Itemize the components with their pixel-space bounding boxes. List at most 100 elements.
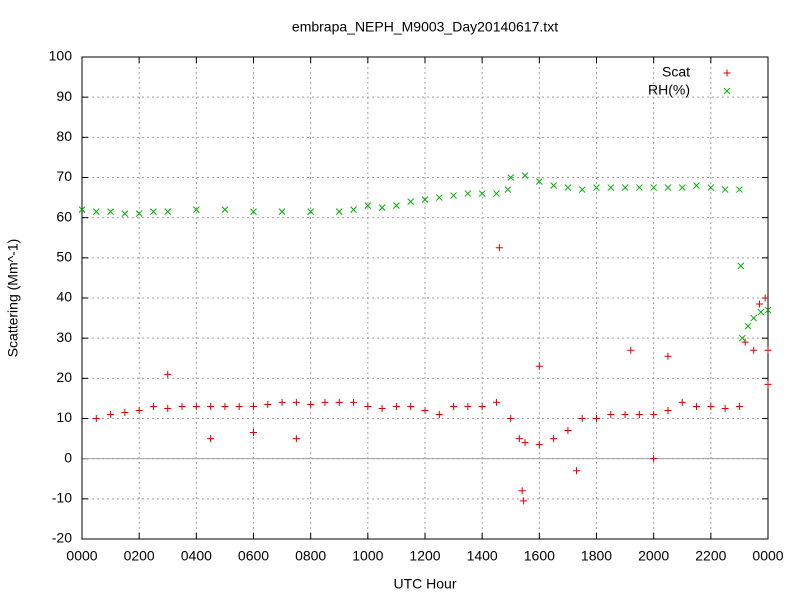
point	[321, 398, 329, 406]
x-tick-label: 1800	[581, 548, 612, 564]
y-tick-label: 100	[49, 48, 73, 64]
point	[535, 362, 543, 370]
point	[761, 294, 769, 302]
point	[307, 400, 315, 408]
point	[407, 402, 415, 410]
x-axis-label: UTC Hour	[393, 576, 456, 592]
point	[650, 184, 658, 191]
legend-label: Scat	[662, 64, 690, 80]
point	[650, 410, 658, 418]
point	[627, 346, 635, 354]
point	[515, 435, 523, 443]
point	[92, 208, 100, 215]
point	[207, 402, 215, 410]
y-tick-label: 60	[56, 208, 72, 224]
point	[421, 196, 429, 203]
point	[550, 435, 558, 443]
legend-label: RH(%)	[648, 82, 690, 98]
y-tick-label: -20	[52, 530, 72, 546]
point	[407, 198, 415, 205]
point	[664, 184, 672, 191]
point	[521, 172, 529, 179]
point	[607, 184, 615, 191]
point	[578, 415, 586, 422]
point	[164, 404, 172, 412]
legend-marker	[723, 87, 731, 95]
point	[135, 406, 143, 414]
point	[507, 415, 515, 422]
point	[636, 184, 643, 191]
x-tick-label: 1600	[524, 548, 555, 564]
y-tick-label: 50	[56, 249, 72, 265]
point	[607, 410, 615, 418]
point	[707, 402, 715, 410]
point	[250, 429, 257, 437]
point	[572, 467, 580, 475]
point	[450, 192, 457, 199]
point	[750, 314, 758, 322]
x-tick-label: 1400	[467, 548, 498, 564]
point	[693, 182, 700, 189]
point	[535, 441, 543, 449]
point	[650, 455, 658, 463]
point	[107, 410, 115, 418]
point	[107, 208, 114, 215]
point	[292, 398, 300, 406]
point	[393, 202, 400, 209]
point	[121, 210, 129, 218]
point	[621, 410, 629, 418]
point	[192, 206, 200, 213]
point	[564, 427, 572, 435]
point	[207, 435, 215, 443]
point	[278, 208, 286, 215]
point	[178, 402, 186, 410]
x-tick-label: 0600	[238, 548, 269, 564]
y-tick-label: 90	[56, 88, 72, 104]
point	[593, 415, 600, 422]
point	[378, 404, 386, 412]
point	[435, 194, 443, 201]
point	[121, 408, 129, 416]
point	[764, 306, 772, 314]
point	[92, 415, 100, 422]
point	[521, 439, 529, 447]
y-tick-label: 70	[56, 168, 72, 184]
point	[264, 400, 272, 408]
point	[744, 322, 752, 330]
point	[435, 410, 443, 418]
point	[504, 186, 512, 193]
point	[635, 410, 643, 418]
point	[621, 184, 629, 191]
chart-title: embrapa_NEPH_M9003_Day20140617.txt	[292, 19, 558, 35]
y-tick-label: 20	[56, 369, 72, 385]
point	[164, 370, 172, 378]
x-tick-label: 0800	[295, 548, 326, 564]
y-tick-label: 30	[56, 329, 72, 345]
point	[192, 402, 200, 410]
x-tick-label: 2000	[638, 548, 669, 564]
point	[495, 244, 503, 252]
point	[421, 406, 429, 414]
x-tick-label: 2200	[695, 548, 726, 564]
point	[464, 402, 472, 410]
point	[164, 208, 172, 215]
point	[307, 208, 315, 215]
point	[736, 186, 743, 193]
point	[593, 184, 600, 191]
x-tick-label: 1000	[352, 548, 383, 564]
point	[664, 352, 672, 360]
y-tick-label: 10	[56, 409, 72, 425]
point	[235, 402, 243, 410]
point	[450, 402, 458, 410]
point	[335, 398, 343, 406]
point	[350, 398, 358, 406]
y-tick-label: 80	[56, 128, 72, 144]
point	[750, 346, 758, 354]
point	[78, 206, 86, 213]
point	[221, 402, 229, 410]
point	[520, 497, 528, 505]
point	[149, 402, 157, 410]
point	[764, 380, 772, 388]
point	[292, 435, 300, 443]
